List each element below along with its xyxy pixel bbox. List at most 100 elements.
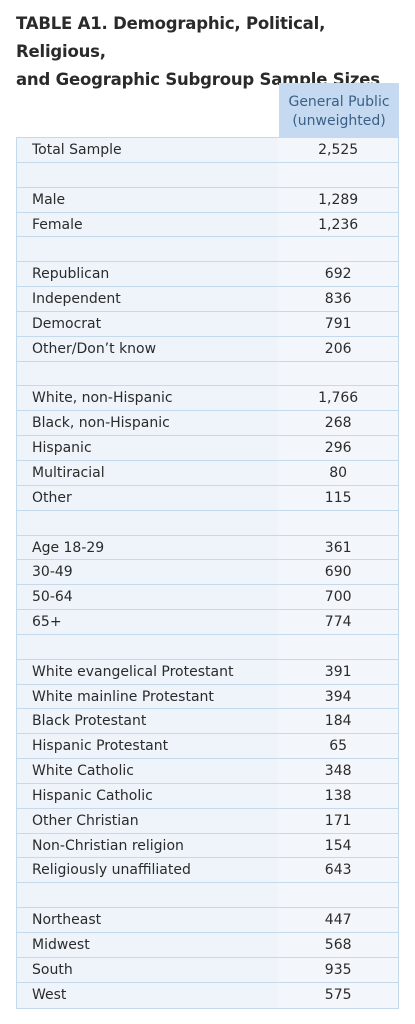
table-row: White Catholic 348 xyxy=(17,759,398,784)
row-label: Hispanic Protestant xyxy=(17,734,279,759)
table-row: White evangelical Protestant 391 xyxy=(17,659,398,685)
table-row: Male 1,289 xyxy=(17,187,398,213)
table-row: White, non-Hispanic 1,766 xyxy=(17,386,398,412)
spacer-row xyxy=(17,883,398,909)
row-label: Republican xyxy=(17,262,279,287)
table-row: Black Protestant 184 xyxy=(17,709,398,735)
row-value: 836 xyxy=(278,287,398,311)
row-label: Midwest xyxy=(17,933,279,957)
row-value: 65 xyxy=(278,734,398,759)
table-row: South 935 xyxy=(17,957,398,983)
table-header-row: General Public (unweighted) xyxy=(16,83,399,138)
spacer-row xyxy=(17,162,398,188)
row-value xyxy=(278,634,398,659)
table-row: 30-49 690 xyxy=(17,560,398,586)
row-value: 394 xyxy=(278,684,398,709)
row-value xyxy=(278,883,398,908)
table-row: Multiracial 80 xyxy=(17,460,398,486)
header-blank-cell xyxy=(16,83,279,138)
row-label: Hispanic Catholic xyxy=(17,783,279,808)
table-row: Republican 692 xyxy=(17,262,398,288)
row-value: 774 xyxy=(278,610,398,634)
table-body: Total Sample 2,525 Male 1,289 Female 1,236 Rep… xyxy=(16,138,399,1009)
row-value: 643 xyxy=(278,858,398,883)
table-row: Black, non-Hispanic 268 xyxy=(17,411,398,437)
row-value: 361 xyxy=(278,535,398,560)
table-row: Hispanic Protestant 65 xyxy=(17,734,398,760)
row-label xyxy=(17,237,279,262)
table-row: Female 1,236 xyxy=(17,212,398,238)
row-label: Religiously unaffiliated xyxy=(17,858,279,883)
row-value: 171 xyxy=(278,808,398,833)
row-label: White evangelical Protestant xyxy=(17,659,279,684)
row-label: 65+ xyxy=(17,610,279,634)
row-label: White, non-Hispanic xyxy=(17,386,279,411)
row-value: 154 xyxy=(278,833,398,858)
row-value: 1,766 xyxy=(278,386,398,411)
row-value: 1,236 xyxy=(278,212,398,237)
sample-size-table: General Public (unweighted) Total Sample… xyxy=(16,83,399,1009)
row-label: Age 18-29 xyxy=(17,535,279,560)
column-header-general-public: General Public (unweighted) xyxy=(279,83,399,138)
row-value: 690 xyxy=(278,560,398,585)
row-value: 692 xyxy=(278,262,398,287)
row-value: 348 xyxy=(278,759,398,783)
row-value xyxy=(278,237,398,262)
row-label: Black, non-Hispanic xyxy=(17,411,279,436)
table-row: West 575 xyxy=(17,982,398,1008)
row-label: Other/Don’t know xyxy=(17,336,279,361)
table-row: Hispanic 296 xyxy=(17,436,398,461)
row-value: 80 xyxy=(278,460,398,485)
column-header-line-1: General Public xyxy=(288,93,390,110)
row-value: 700 xyxy=(278,585,398,610)
row-value: 935 xyxy=(278,957,398,982)
row-label: South xyxy=(17,957,279,982)
row-label: White Catholic xyxy=(17,759,279,783)
row-label: Other xyxy=(17,485,279,510)
row-value: 296 xyxy=(278,436,398,460)
table-row: Age 18-29 361 xyxy=(17,535,398,561)
row-value: 791 xyxy=(278,311,398,336)
row-value: 184 xyxy=(278,709,398,734)
spacer-row xyxy=(17,510,398,536)
row-value: 575 xyxy=(278,982,398,1008)
row-label: Black Protestant xyxy=(17,709,279,734)
row-label: Total Sample xyxy=(17,138,279,162)
row-value: 391 xyxy=(278,659,398,684)
table-title-line-1: TABLE A1. Demographic, Political, Religi… xyxy=(16,14,326,61)
row-label: White mainline Protestant xyxy=(17,684,279,709)
row-value xyxy=(278,510,398,535)
table-row: Other/Don’t know 206 xyxy=(17,336,398,362)
row-label: Male xyxy=(17,187,279,212)
row-value: 206 xyxy=(278,336,398,361)
row-value: 2,525 xyxy=(278,138,398,162)
row-value: 115 xyxy=(278,485,398,510)
row-label: Non-Christian religion xyxy=(17,833,279,858)
table-row: White mainline Protestant 394 xyxy=(17,684,398,710)
table-row: Non-Christian religion 154 xyxy=(17,833,398,859)
row-label: Independent xyxy=(17,287,279,311)
row-label: West xyxy=(17,982,279,1008)
table-row: 65+ 774 xyxy=(17,610,398,635)
table-row: Other 115 xyxy=(17,485,398,511)
table-row: 50-64 700 xyxy=(17,585,398,611)
row-value: 268 xyxy=(278,411,398,436)
row-value xyxy=(278,162,398,187)
spacer-row xyxy=(17,237,398,263)
table-row: Northeast 447 xyxy=(17,908,398,933)
row-label xyxy=(17,162,279,187)
table-row: Democrat 791 xyxy=(17,311,398,337)
row-label: Hispanic xyxy=(17,436,279,460)
row-label: Female xyxy=(17,212,279,237)
row-label xyxy=(17,361,279,386)
spacer-row xyxy=(17,634,398,660)
row-label: Democrat xyxy=(17,311,279,336)
row-value: 447 xyxy=(278,908,398,932)
row-value: 1,289 xyxy=(278,187,398,212)
table-title: TABLE A1. Demographic, Political, Religi… xyxy=(16,10,406,94)
row-label: Northeast xyxy=(17,908,279,932)
row-label: 30-49 xyxy=(17,560,279,585)
spacer-row xyxy=(17,361,398,387)
row-value xyxy=(278,361,398,386)
row-value: 138 xyxy=(278,783,398,808)
